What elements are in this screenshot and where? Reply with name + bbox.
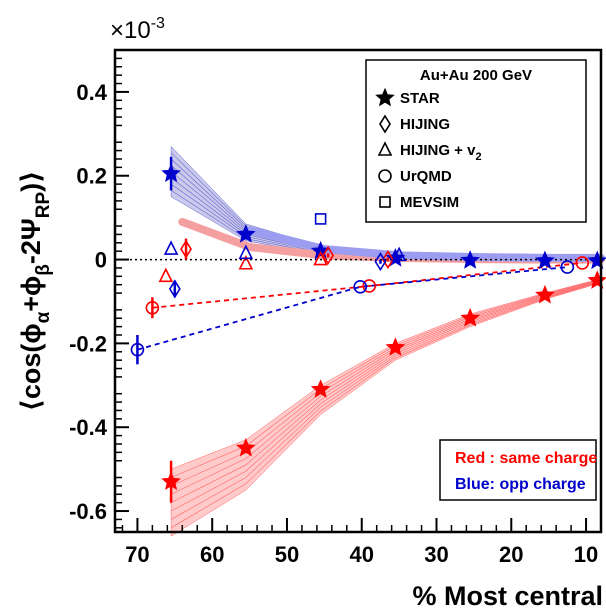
x-axis-label: % Most central [412,581,603,611]
x-tick-label: 30 [424,542,448,567]
point-diamond-2-1 [322,245,335,265]
point-circle-6-0 [145,300,160,315]
y-tick-label: -0.4 [69,415,108,440]
x-tick-label: 50 [275,542,299,567]
axis-multiplier: ×10-3 [110,15,165,44]
point-star-1-5 [535,250,555,270]
point-triangle-4-2 [313,250,328,266]
point-star-0-1 [236,437,256,457]
x-tick-label: 40 [349,542,373,567]
legend-label: STAR [400,90,440,107]
axis-ticks: 70 60 50 40 30 20 10 -0.6 -0.4 -0.2 0 0.2 0.4 [69,57,602,567]
point-circle-7-2 [560,260,575,274]
point-star-0-2 [310,379,331,398]
point-square-8-0 [314,213,327,225]
y-tick-label: -0.6 [69,499,107,524]
point-circle-7-1 [353,280,368,294]
point-star-0-4 [460,307,480,327]
x-tick-label: 20 [499,542,523,567]
legend-label: MEVSIM [400,194,459,211]
point-star-0-0 [161,471,181,491]
y-tick-label: 0.2 [76,164,107,189]
point-star-1-0 [161,163,181,182]
x-tick-label: 60 [200,542,224,567]
legend-marker-triangle [377,141,393,156]
point-diamond-2-2 [381,250,394,270]
x-tick-label: 10 [574,542,598,567]
legend-marker-square [379,196,391,208]
y-axis-label: ⟨cos(ϕα+ϕβ-2ΨRP)⟩ [16,170,54,411]
point-star-1-1 [236,224,256,243]
legend-label: HIJING [400,116,450,133]
urqmd-dashed-lines [137,262,583,351]
legend: Au+Au 200 GeV STAR HIJING HIJING + v2 UrQMD… [365,59,587,223]
data-points [130,156,606,503]
plot-frame [113,48,603,534]
point-diamond-3-1 [374,252,387,272]
point-triangle-5-1 [238,244,254,260]
point-star-1-4 [460,250,480,269]
opp-charge-label: Blue: opp charge [455,476,586,493]
point-diamond-3-0 [168,279,181,299]
point-triangle-4-0 [158,267,174,283]
point-circle-6-1 [362,279,377,293]
legend-marker-circle [378,169,392,183]
legend-box [365,59,587,223]
charge-note: Red : same charge Blue: opp charge [439,439,597,501]
legend-marker-star [375,87,395,107]
x-tick-label: 70 [125,542,149,567]
point-triangle-5-2 [391,246,407,262]
point-diamond-2-0 [180,239,192,259]
dashed-line-0 [152,262,583,309]
legend-title: Au+Au 200 GeV [420,67,532,84]
point-star-0-5 [535,284,555,304]
y-tick-label: -0.2 [69,331,107,356]
point-circle-7-0 [130,342,145,357]
point-triangle-5-0 [163,240,179,255]
legend-label: HIJING + v2 [400,142,482,163]
legend-marker-diamond [379,114,391,134]
y-tick-label: 0 [95,248,107,273]
charge-note-box [439,439,597,501]
point-star-0-3 [385,337,406,356]
y-tick-label: 0.4 [76,80,107,105]
same-charge-label: Red : same charge [455,450,597,467]
dashed-line-1 [137,266,568,351]
point-triangle-4-1 [238,254,254,270]
legend-label: UrQMD [400,168,452,185]
model-curve-1 [245,226,605,262]
point-circle-6-2 [575,256,590,270]
